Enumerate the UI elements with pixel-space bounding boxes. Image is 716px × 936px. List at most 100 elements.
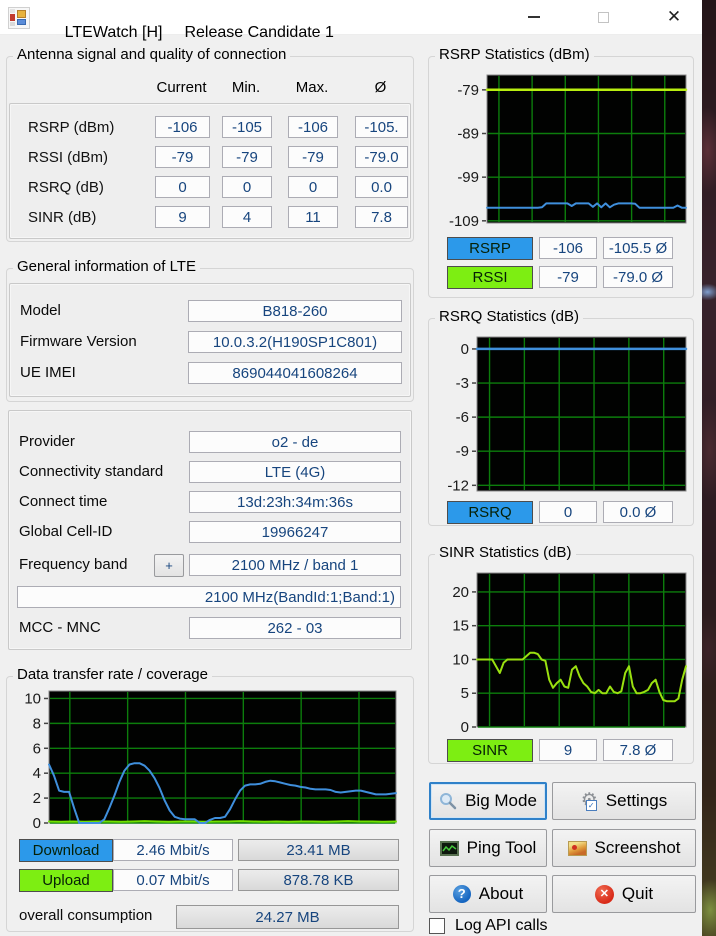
- rsrp-min-field[interactable]: -105: [222, 116, 272, 138]
- provider-field[interactable]: o2 - de: [189, 431, 401, 453]
- settings-button[interactable]: ⚙✓ Settings: [552, 782, 696, 820]
- rsrq-chart: 0 -3 -6 -9 -12: [447, 336, 688, 494]
- sinr-min-field[interactable]: 4: [222, 206, 272, 228]
- rssi-avg-stat-field[interactable]: -79.0 Ø: [603, 266, 673, 288]
- general-info-panel: Model B818-260 Firmware Version 10.0.3.2…: [9, 283, 411, 397]
- download-total-field[interactable]: 23.41 MB: [238, 839, 399, 861]
- rsrq-avg-stat-field[interactable]: 0.0 Ø: [603, 501, 673, 523]
- minimize-button[interactable]: [511, 0, 557, 34]
- table-row-sinr: SINR (dB) 9 4 11 7.8: [18, 206, 410, 230]
- rssi-chip: RSSI: [447, 266, 533, 289]
- rsrp-avg-field[interactable]: -105.: [355, 116, 408, 138]
- standard-field[interactable]: LTE (4G): [189, 461, 401, 483]
- expand-band-button[interactable]: +: [154, 554, 184, 577]
- desktop-background: [702, 0, 716, 936]
- sinr-current-stat-field[interactable]: 9: [539, 739, 597, 761]
- rsrq-current-field[interactable]: 0: [155, 176, 210, 198]
- table-row-rsrp: RSRP (dBm) -106 -105 -106 -105.: [18, 116, 410, 140]
- row-label: RSRP (dBm): [28, 119, 115, 136]
- frequency-band-label: Frequency band: [19, 556, 128, 573]
- screenshot-button[interactable]: Screenshot: [552, 829, 696, 867]
- big-mode-button[interactable]: Big Mode: [429, 782, 547, 820]
- sinr-stats-group: SINR Statistics (dB) 0 5 10 15 20 SINR 9 7.8…: [428, 544, 694, 764]
- rsrp-current-field[interactable]: -106: [155, 116, 210, 138]
- about-button[interactable]: ? About: [429, 875, 547, 913]
- rssi-min-field[interactable]: -79: [222, 146, 272, 168]
- connect-time-field[interactable]: 13d:23h:34m:36s: [189, 491, 401, 513]
- close-icon: ✕: [666, 7, 682, 26]
- standard-label: Connectivity standard: [19, 463, 164, 480]
- log-api-checkbox[interactable]: [429, 918, 445, 934]
- overall-consumption-field[interactable]: 24.27 MB: [176, 905, 399, 929]
- band-detail-field[interactable]: 2100 MHz(BandId:1;Band:1): [17, 586, 401, 608]
- cell-id-field[interactable]: 19966247: [189, 521, 401, 543]
- svg-text:15: 15: [452, 618, 469, 635]
- window-title-app: LTEWatch [H]: [64, 24, 163, 41]
- gear-check-icon: ✓: [585, 800, 597, 811]
- column-header-min: Min.: [231, 79, 261, 96]
- rsrq-avg-field[interactable]: 0.0: [355, 176, 408, 198]
- upload-chip: Upload: [19, 869, 113, 892]
- antenna-group-title: Antenna signal and quality of connection: [13, 46, 291, 63]
- ping-tool-button[interactable]: Ping Tool: [429, 829, 547, 867]
- antenna-group: Antenna signal and quality of connection…: [6, 46, 414, 242]
- app-icon: [8, 7, 30, 29]
- ping-monitor-icon: [439, 840, 459, 856]
- svg-text:-89: -89: [457, 126, 479, 143]
- firmware-field[interactable]: 10.0.3.2(H190SP1C801): [188, 331, 402, 353]
- upload-total-field[interactable]: 878.78 KB: [238, 869, 399, 891]
- cell-id-label: Global Cell-ID: [19, 523, 113, 540]
- maximize-icon: [597, 11, 609, 23]
- frequency-band-field[interactable]: 2100 MHz / band 1: [189, 554, 401, 576]
- sinr-chip: SINR: [447, 739, 533, 762]
- rssi-max-field[interactable]: -79: [288, 146, 338, 168]
- mcc-mnc-field[interactable]: 262 - 03: [189, 617, 401, 639]
- rsrq-current-stat-field[interactable]: 0: [539, 501, 597, 523]
- rsrq-max-field[interactable]: 0: [288, 176, 338, 198]
- imei-field[interactable]: 869044041608264: [188, 362, 402, 384]
- download-rate-field[interactable]: 2.46 Mbit/s: [113, 839, 233, 861]
- svg-text:0: 0: [461, 341, 469, 358]
- svg-text:-12: -12: [447, 477, 469, 494]
- about-label: About: [478, 884, 524, 903]
- table-row-rssi: RSSI (dBm) -79 -79 -79 -79.0: [18, 146, 410, 170]
- settings-label: Settings: [605, 791, 668, 810]
- rsrp-avg-stat-field[interactable]: -105.5 Ø: [603, 237, 673, 259]
- antenna-panel: RSRP (dBm) -106 -105 -106 -105. RSSI (dB…: [9, 103, 411, 239]
- sinr-avg-field[interactable]: 7.8: [355, 206, 408, 228]
- antenna-header-row: Current Min. Max. Ø: [15, 79, 413, 103]
- svg-text:-3: -3: [456, 375, 469, 392]
- quit-label: Quit: [621, 884, 654, 903]
- close-button[interactable]: ✕: [651, 0, 697, 34]
- rsrp-current-stat-field[interactable]: -106: [539, 237, 597, 259]
- svg-text:10: 10: [24, 690, 41, 707]
- app-icon-square: [10, 22, 15, 26]
- svg-text:20: 20: [452, 584, 469, 601]
- overall-consumption-label: overall consumption: [19, 907, 153, 924]
- rsrp-stats-title: RSRP Statistics (dBm): [435, 46, 594, 63]
- sinr-avg-stat-field[interactable]: 7.8 Ø: [603, 739, 673, 761]
- rssi-current-field[interactable]: -79: [155, 146, 210, 168]
- rsrq-min-field[interactable]: 0: [222, 176, 272, 198]
- rsrp-max-field[interactable]: -106: [288, 116, 338, 138]
- quit-button[interactable]: ✕ Quit: [552, 875, 696, 913]
- screenshot-icon: [567, 840, 587, 856]
- sinr-stats-title: SINR Statistics (dB): [435, 544, 576, 561]
- big-mode-label: Big Mode: [465, 791, 537, 810]
- sinr-current-field[interactable]: 9: [155, 206, 210, 228]
- rssi-current-stat-field[interactable]: -79: [539, 266, 597, 288]
- provider-label: Provider: [19, 433, 75, 450]
- model-label: Model: [20, 302, 61, 319]
- svg-text:4: 4: [33, 765, 41, 782]
- model-field[interactable]: B818-260: [188, 300, 402, 322]
- maximize-button[interactable]: [580, 0, 626, 34]
- window-title-release: Release Candidate 1: [184, 24, 334, 41]
- table-row-rsrq: RSRQ (dB) 0 0 0 0.0: [18, 176, 410, 200]
- sinr-max-field[interactable]: 11: [288, 206, 338, 228]
- sinr-chart: 0 5 10 15 20: [452, 572, 687, 733]
- app-icon-square: [10, 9, 15, 13]
- rsrp-chip: RSRP: [447, 237, 533, 260]
- rssi-avg-field[interactable]: -79.0: [355, 146, 408, 168]
- connection-panel: Provider o2 - de Connectivity standard L…: [8, 410, 412, 650]
- upload-rate-field[interactable]: 0.07 Mbit/s: [113, 869, 233, 891]
